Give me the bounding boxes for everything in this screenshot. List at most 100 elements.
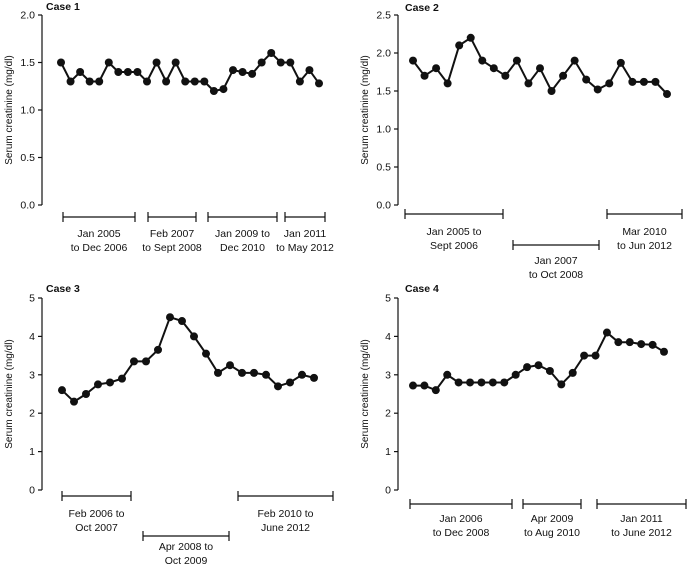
data-point — [171, 58, 180, 67]
data-point — [545, 366, 554, 375]
data-point — [219, 85, 228, 94]
period-label: Feb 2007 — [150, 228, 195, 240]
y-tick-label: 2.0 — [376, 48, 391, 60]
data-point — [488, 378, 497, 387]
data-point — [477, 378, 486, 387]
y-tick-label: 0.0 — [20, 200, 35, 212]
data-point — [130, 357, 138, 366]
data-point — [466, 378, 475, 387]
y-tick-label: 3 — [29, 369, 35, 381]
chart-title: Case 2 — [405, 2, 439, 14]
data-point — [305, 66, 314, 75]
y-tick-label: 2 — [29, 408, 35, 420]
data-point — [478, 56, 487, 65]
data-point — [637, 340, 646, 349]
y-tick-label: 3 — [385, 369, 391, 381]
data-point — [95, 77, 104, 86]
data-point — [489, 64, 498, 73]
period-label: Dec 2010 — [220, 242, 265, 254]
y-tick-label: 1.5 — [376, 86, 391, 98]
data-point — [214, 368, 222, 377]
data-point — [310, 373, 318, 382]
data-point — [625, 338, 634, 347]
data-point — [663, 90, 671, 99]
data-point — [582, 75, 591, 84]
data-point — [58, 386, 66, 395]
y-axis-label: Serum creatinine (mg/dl) — [360, 55, 371, 164]
data-point — [409, 56, 417, 65]
period-label: to Dec 2008 — [433, 527, 490, 539]
y-tick-label: 5 — [29, 293, 35, 305]
data-point — [443, 370, 452, 379]
data-point — [524, 79, 533, 88]
data-point — [226, 361, 234, 370]
data-point — [454, 378, 463, 387]
period-label: Apr 2008 to — [159, 541, 213, 553]
data-point — [229, 66, 237, 75]
series-line — [61, 315, 315, 403]
data-point — [660, 347, 668, 356]
data-point — [114, 68, 123, 76]
data-point — [202, 349, 210, 358]
data-point — [523, 363, 532, 372]
chart-title: Case 3 — [46, 283, 80, 295]
chart-panel-case-3: Case 3 0 1 2 3 4 5 Serum creatinine (mg/dl) Feb … — [4, 283, 334, 564]
y-tick-label: 4 — [385, 331, 391, 343]
data-point — [409, 381, 417, 390]
data-point — [557, 380, 566, 389]
period-label: June 2012 — [261, 522, 310, 534]
data-point — [200, 77, 209, 86]
period-label: Mar 2010 — [622, 226, 667, 238]
period-label: Oct 2007 — [75, 522, 118, 534]
period-label: Feb 2006 to — [68, 508, 124, 520]
data-point — [123, 68, 132, 76]
data-point — [162, 77, 171, 86]
data-point — [580, 351, 589, 360]
y-axis-label: Serum creatinine (mg/dl) — [4, 339, 15, 448]
data-point — [431, 386, 440, 395]
y-tick-label: 0 — [29, 485, 35, 497]
data-point — [274, 382, 282, 391]
period-label: Sept 2006 — [430, 240, 478, 252]
y-tick-label: 1 — [385, 446, 391, 458]
data-point — [57, 58, 65, 67]
chart-panel-case-4: Case 4 0 1 2 3 4 5 Serum creatinine (mg/dl) Jan … — [360, 283, 687, 539]
data-point — [166, 313, 174, 322]
y-tick-label: 0.5 — [20, 152, 35, 164]
data-point — [547, 87, 556, 95]
period-label: Jan 2007 — [534, 255, 577, 267]
data-point — [142, 357, 150, 366]
data-point — [85, 77, 94, 86]
data-point — [66, 77, 75, 86]
data-point — [614, 338, 623, 347]
chart-title: Case 1 — [46, 1, 80, 13]
chart-panel-case-1: Case 1 0.0 0.5 1.0 1.5 2.0 Serum creatinine (m… — [4, 1, 334, 254]
data-point — [276, 58, 285, 67]
y-tick-label: 1.0 — [20, 105, 35, 117]
data-point — [534, 361, 543, 370]
data-point — [104, 58, 113, 67]
data-point — [559, 71, 568, 80]
data-point — [248, 69, 257, 78]
data-point — [154, 345, 162, 354]
y-tick-label: 4 — [29, 331, 35, 343]
data-point — [500, 378, 509, 387]
data-point — [286, 58, 295, 67]
y-tick-label: 2.5 — [376, 10, 391, 22]
data-point — [106, 378, 114, 387]
data-point — [591, 351, 600, 360]
y-tick-label: 1.5 — [20, 57, 35, 69]
period-label: Jan 2005 to — [427, 226, 482, 238]
data-point — [262, 370, 270, 379]
data-point — [298, 370, 306, 379]
data-point — [602, 328, 611, 337]
data-point — [616, 58, 625, 67]
data-point — [238, 368, 246, 377]
data-point — [420, 71, 429, 80]
data-point — [295, 77, 304, 86]
data-point — [209, 87, 218, 95]
period-label: to Dec 2006 — [71, 242, 128, 254]
y-tick-label: 0.0 — [376, 200, 391, 212]
period-label: Oct 2009 — [165, 555, 208, 564]
y-axis-label: Serum creatinine (mg/dl) — [4, 55, 15, 164]
